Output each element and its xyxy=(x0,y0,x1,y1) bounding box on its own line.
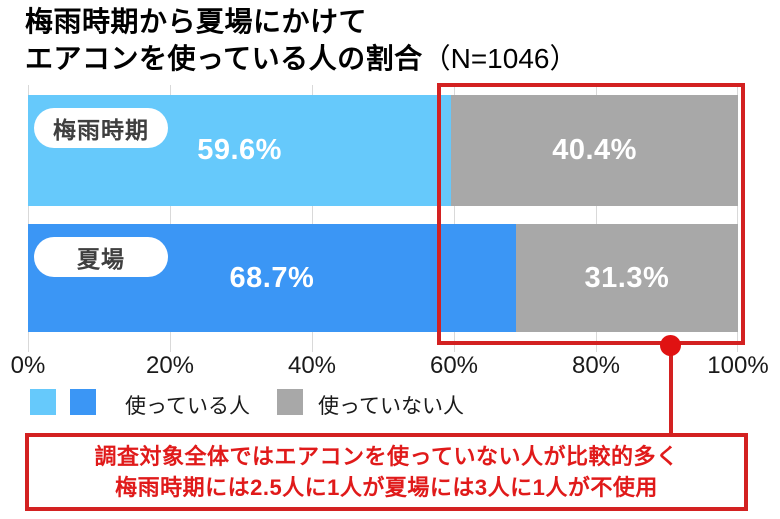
legend-swatch-using-blue xyxy=(70,389,96,415)
x-tick-80: 80% xyxy=(571,352,621,379)
chart-title-line1: 梅雨時期から夏場にかけて xyxy=(25,6,368,37)
bar-rainy-season: 梅雨時期 59.6% 40.4% xyxy=(28,95,738,206)
value-label-rainy-not-using: 40.4% xyxy=(552,134,637,166)
plot-area: 梅雨時期 59.6% 40.4% 夏場 68.7% 31.3% xyxy=(28,85,738,352)
value-label-summer-not-using: 31.3% xyxy=(584,261,670,294)
value-label-rainy-using: 59.6% xyxy=(197,134,282,166)
gridline-100pct xyxy=(737,85,738,352)
bar-segment-rainy-not-using: 40.4% xyxy=(451,95,738,206)
category-pill-summer: 夏場 xyxy=(34,237,168,277)
x-tick-20: 20% xyxy=(145,352,195,379)
category-pill-rainy-season: 梅雨時期 xyxy=(34,108,168,148)
gridline-0pct xyxy=(28,85,29,352)
callout-connector-line xyxy=(669,345,673,433)
chart-title: 梅雨時期から夏場にかけて エアコンを使っている人の割合（N=1046） xyxy=(25,3,577,77)
category-label: 夏場 xyxy=(77,246,125,272)
legend-swatch-not-using-gray xyxy=(277,389,303,415)
x-tick-0: 0% xyxy=(10,352,46,379)
callout-connector-dot xyxy=(660,335,681,356)
legend-label-not-using: 使っていない人 xyxy=(318,395,464,418)
x-tick-100: 100% xyxy=(707,352,769,379)
bar-segment-rainy-using: 梅雨時期 59.6% xyxy=(28,95,452,206)
gridline-80pct xyxy=(596,85,597,352)
sample-size-label: （N=1046） xyxy=(422,43,578,74)
x-tick-40: 40% xyxy=(287,352,337,379)
bar-segment-summer-not-using: 31.3% xyxy=(515,224,738,332)
legend: 使っている人 使っていない人 xyxy=(0,389,780,418)
callout-text-line1: 調査対象全体ではエアコンを使っていない人が比較的多く xyxy=(94,444,679,469)
x-tick-60: 60% xyxy=(429,352,479,379)
legend-label-using: 使っている人 xyxy=(125,395,250,418)
callout-text-line2: 梅雨時期には2.5人に1人が夏場には3人に1人が不使用 xyxy=(115,475,658,500)
legend-swatch-using-lightblue xyxy=(30,389,56,415)
x-axis: 0% 20% 40% 60% 80% 100% xyxy=(0,352,780,382)
bar-segment-summer-using: 夏場 68.7% xyxy=(28,224,516,332)
bar-summer: 夏場 68.7% 31.3% xyxy=(28,224,738,332)
gridline-40pct xyxy=(312,85,313,352)
value-label-summer-using: 68.7% xyxy=(229,261,315,294)
category-label: 梅雨時期 xyxy=(53,117,149,143)
callout-box: 調査対象全体ではエアコンを使っていない人が比較的多く 梅雨時期には2.5人に1人… xyxy=(25,433,748,511)
chart-title-line2: エアコンを使っている人の割合 xyxy=(25,43,423,74)
gridline-60pct xyxy=(454,85,455,352)
highlight-rectangle xyxy=(437,83,745,345)
gridline-20pct xyxy=(170,85,171,352)
